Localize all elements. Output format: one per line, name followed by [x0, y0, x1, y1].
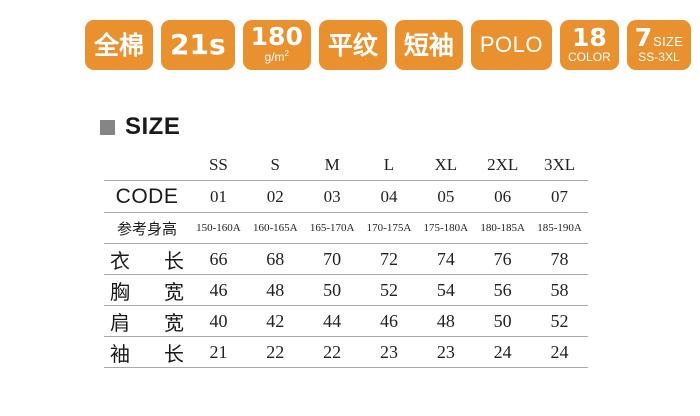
feature-badge-sizes: 7 SIZE SS-3XL — [626, 20, 692, 70]
table-cell: 48 — [417, 305, 475, 337]
table-cell: 52 — [360, 274, 418, 306]
table-row: CODE 01 02 03 04 05 06 07 — [104, 180, 588, 213]
table-corner-cell — [104, 152, 190, 181]
feature-badge-style: POLO — [470, 20, 553, 70]
table-header-row: SS S M L XL 2XL 3XL — [104, 152, 588, 181]
table-cell: 21 — [190, 336, 247, 368]
column-header-l: L — [383, 155, 395, 174]
feature-badge-cotton: 全棉 — [85, 20, 154, 70]
table-cell: 46 — [190, 274, 247, 306]
table-cell: 74 — [417, 243, 475, 275]
table-cell: 165-170A — [303, 212, 361, 244]
table-cell: 68 — [246, 243, 304, 275]
row-label: 参考身高 — [104, 212, 191, 244]
feature-badge-value: 18 — [571, 22, 607, 52]
feature-badge-label: 21s — [170, 28, 226, 61]
table-cell: 56 — [474, 274, 532, 306]
unit-superscript: 2 — [284, 49, 289, 59]
table-cell: 160-165A — [246, 212, 304, 244]
feature-badge-range: SS-3XL — [638, 50, 680, 65]
row-label-text: 衣长 — [110, 248, 184, 273]
feature-badge-value: 7 — [634, 23, 653, 53]
table-row: 衣长 66 68 70 72 74 76 78 — [104, 243, 588, 275]
row-label: 胸宽 — [104, 274, 191, 306]
table-cell: 70 — [303, 243, 361, 275]
column-header-s: S — [270, 155, 281, 174]
feature-badge-unit: g/m2 — [264, 49, 289, 65]
row-label: 衣长 — [104, 243, 191, 275]
feature-badge-unit: SIZE — [653, 34, 684, 50]
feature-badge-sleeve: 短袖 — [394, 20, 463, 70]
table-cell: 76 — [474, 243, 532, 275]
page-title: SIZE — [125, 113, 181, 140]
table-cell: 150-160A — [190, 212, 247, 244]
feature-badge-colors: 18 COLOR — [560, 20, 619, 70]
feature-badge-weight: 180 g/m2 — [242, 20, 311, 70]
table-cell: 50 — [474, 305, 532, 337]
table-cell: 42 — [246, 305, 304, 337]
table-cell: 180-185A — [474, 212, 532, 244]
table-cell: 48 — [246, 274, 304, 306]
table-row: 胸宽 46 48 50 52 54 56 58 — [104, 274, 588, 306]
table-cell: 185-190A — [531, 212, 588, 244]
size-section-heading: SIZE — [100, 113, 180, 141]
table-cell: 170-175A — [360, 212, 418, 244]
square-marker-icon — [100, 119, 115, 135]
table-cell: 40 — [190, 305, 247, 337]
feature-badge-label: 平纹 — [327, 30, 378, 60]
table-cell: 44 — [303, 305, 361, 337]
row-label: 肩宽 — [104, 305, 191, 337]
feature-badge-value: 180 — [250, 22, 303, 52]
table-cell: 02 — [246, 180, 304, 213]
feature-badge-label: 短袖 — [403, 30, 454, 60]
table-cell: 22 — [246, 336, 304, 368]
table-cell: 24 — [474, 336, 532, 368]
table-row: 参考身高 150-160A 160-165A 165-170A 170-175A 175-… — [104, 212, 588, 244]
feature-badge-label: 全棉 — [94, 30, 145, 60]
row-label: CODE — [104, 180, 191, 213]
table-cell: 175-180A — [417, 212, 475, 244]
table-cell: 04 — [360, 180, 418, 213]
table-cell: 07 — [531, 180, 588, 213]
table-cell: 78 — [531, 243, 588, 275]
column-header-xl: XL — [434, 155, 458, 174]
table-cell: 23 — [360, 336, 418, 368]
table-row: 袖长 21 22 22 23 23 24 24 — [104, 336, 588, 368]
table-cell: 03 — [303, 180, 361, 213]
table-cell: 50 — [303, 274, 361, 306]
column-header-ss: SS — [208, 155, 228, 174]
table-cell: 01 — [190, 180, 247, 213]
table-cell: 54 — [417, 274, 475, 306]
table-cell: 22 — [303, 336, 361, 368]
feature-badge-yarn: 21s — [161, 20, 235, 70]
table-cell: 05 — [417, 180, 475, 213]
table-cell: 66 — [190, 243, 247, 275]
feature-badge-value-row: 7 SIZE — [635, 25, 684, 50]
table-cell: 72 — [360, 243, 418, 275]
table-row: 肩宽 40 42 44 46 48 50 52 — [104, 305, 588, 337]
feature-badge-label: POLO — [479, 32, 544, 57]
row-label-text: 袖长 — [110, 341, 184, 366]
row-label: 袖长 — [104, 336, 191, 368]
table-cell: 24 — [531, 336, 588, 368]
table-cell: 23 — [417, 336, 475, 368]
column-header-3xl: 3XL — [543, 155, 576, 174]
table-cell: 06 — [474, 180, 532, 213]
column-header-m: M — [324, 155, 340, 174]
row-label-text: 肩宽 — [110, 310, 184, 335]
row-label-text: 胸宽 — [110, 279, 184, 304]
table-cell: 52 — [531, 305, 588, 337]
feature-badge-unit: COLOR — [568, 49, 611, 64]
column-header-2xl: 2XL — [487, 155, 519, 174]
size-table: SS S M L XL 2XL 3XL CODE 01 02 03 04 05 06 07 参考身高 150-1… — [104, 152, 588, 368]
table-cell: 58 — [531, 274, 588, 306]
size-table-container: SS S M L XL 2XL 3XL CODE 01 02 03 04 05 06 07 参考身高 150-1… — [104, 152, 588, 368]
feature-badge-weave: 平纹 — [318, 20, 387, 70]
table-cell: 46 — [360, 305, 418, 337]
feature-badge-strip: 全棉 21s 180 g/m2 平纹 短袖 POLO 18 COLOR 7 SIZE SS-3XL — [85, 20, 692, 70]
